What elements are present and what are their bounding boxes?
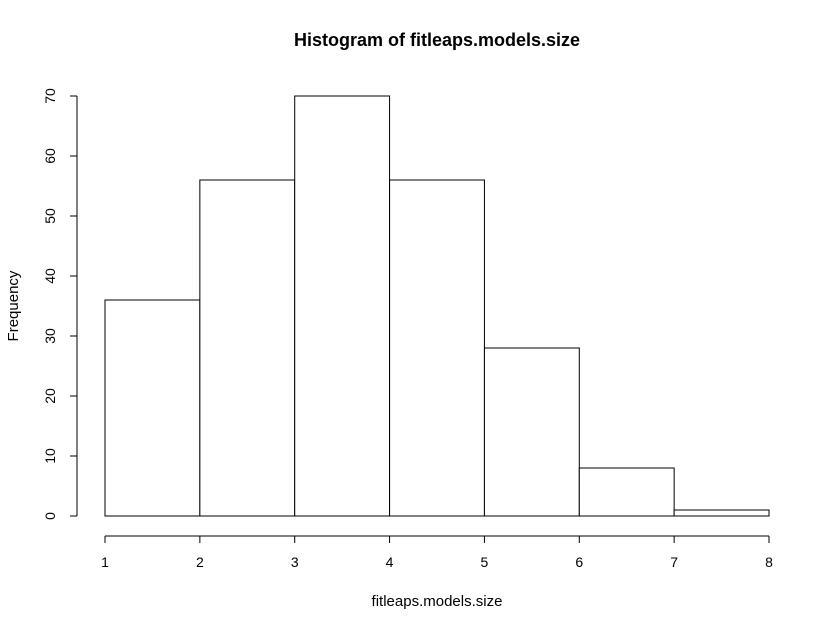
x-axis: 1 2 3 4 5 6 7 8 bbox=[101, 535, 773, 570]
x-axis-label: fitleaps.models.size bbox=[372, 593, 503, 610]
bars bbox=[104, 95, 770, 517]
x-tick-label: 7 bbox=[670, 554, 678, 570]
y-tick-label: 30 bbox=[42, 328, 58, 344]
histogram-bar bbox=[294, 95, 391, 517]
x-tick-label: 8 bbox=[765, 554, 773, 570]
histogram-bar bbox=[199, 179, 296, 517]
y-tick-label: 70 bbox=[42, 88, 58, 104]
chart-title: Histogram of fitleaps.models.size bbox=[294, 30, 580, 50]
histogram-bar bbox=[104, 299, 201, 517]
x-tick-label: 2 bbox=[196, 554, 204, 570]
y-tick-label: 60 bbox=[42, 148, 58, 164]
y-axis-label: Frequency bbox=[5, 270, 22, 341]
y-tick-label: 10 bbox=[42, 448, 58, 464]
x-tick-label: 3 bbox=[291, 554, 299, 570]
histogram-bar bbox=[483, 347, 580, 517]
y-tick-label: 50 bbox=[42, 208, 58, 224]
histogram-bar bbox=[673, 509, 770, 517]
histogram-bar bbox=[389, 179, 485, 517]
y-axis: 0 10 20 30 40 50 60 70 bbox=[42, 88, 78, 520]
x-tick-label: 1 bbox=[101, 554, 109, 570]
y-tick-label: 20 bbox=[42, 388, 58, 404]
x-tick-label: 4 bbox=[386, 554, 394, 570]
histogram-bar bbox=[578, 467, 675, 517]
y-tick-label: 40 bbox=[42, 268, 58, 284]
x-tick-label: 6 bbox=[575, 554, 583, 570]
y-tick-label: 0 bbox=[42, 512, 58, 520]
x-tick-label: 5 bbox=[481, 554, 489, 570]
